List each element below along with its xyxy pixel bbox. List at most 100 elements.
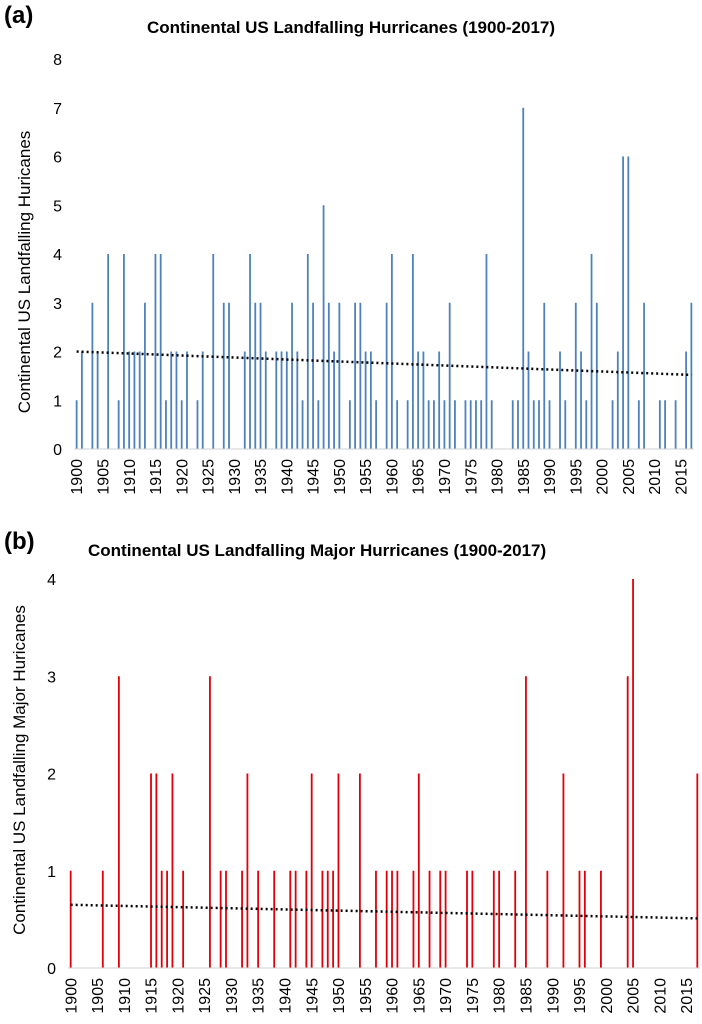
chart-b-bar-1975 bbox=[471, 870, 474, 968]
chart-b-bar-1983 bbox=[514, 870, 517, 968]
chart-a-bar-1916 bbox=[159, 254, 162, 449]
chart-b-bar-1989 bbox=[546, 870, 549, 968]
chart-b-bar-1960 bbox=[391, 870, 393, 968]
chart-a-xtick-label: 1970 bbox=[437, 459, 454, 495]
chart-b-bar-1961 bbox=[396, 870, 399, 968]
chart-a-bar-1961 bbox=[396, 400, 399, 449]
chart-b-xtick-label: 2010 bbox=[652, 978, 669, 1014]
chart-a-bar-1966 bbox=[422, 351, 425, 449]
chart-b-bar-1995 bbox=[578, 870, 581, 968]
chart-a-bar-1946 bbox=[317, 400, 320, 449]
chart-b-bar-1947 bbox=[321, 870, 324, 968]
chart-a-xtick-label: 1940 bbox=[279, 459, 296, 495]
chart-b-bar-1928 bbox=[219, 870, 222, 968]
chart-b-bar-1935 bbox=[257, 870, 260, 968]
chart-a-bar-1909 bbox=[123, 254, 125, 449]
chart-a-bar-1995 bbox=[574, 302, 577, 449]
chart-a-bar-1971 bbox=[448, 302, 451, 449]
chart-a-bar-1963 bbox=[406, 400, 409, 449]
chart-b-bar-1945 bbox=[310, 773, 313, 968]
chart-b-xtick-label: 1930 bbox=[224, 978, 241, 1014]
chart-a-bar-1949 bbox=[333, 351, 335, 449]
chart-a-bar-1964 bbox=[412, 254, 414, 449]
chart-b-ytick-label: 3 bbox=[47, 669, 56, 686]
chart-a-bar-1977 bbox=[480, 400, 483, 449]
chart-b-bar-1950 bbox=[337, 773, 340, 968]
chart-a-bar-1939 bbox=[280, 351, 283, 449]
chart-b-xtick-label: 1980 bbox=[492, 978, 509, 1014]
chart-b-bar-2017 bbox=[696, 773, 699, 968]
chart-b-bar-1932 bbox=[241, 870, 243, 968]
chart-a-bar-1904 bbox=[96, 351, 99, 449]
chart-a-ytick-label: 5 bbox=[53, 198, 62, 215]
chart-b-trendline bbox=[70, 903, 698, 920]
panel-b-label: (b) bbox=[4, 528, 35, 555]
chart-b-bar-1967 bbox=[428, 870, 431, 968]
chart-a-bar-1944 bbox=[306, 254, 309, 449]
chart-b-bar-1933 bbox=[246, 773, 249, 968]
chart-a-xtick-label: 1995 bbox=[568, 459, 585, 495]
chart-a-bar-1954 bbox=[359, 302, 362, 449]
chart-a-bar-1979 bbox=[490, 400, 493, 449]
chart-a-bar-1921 bbox=[186, 351, 188, 449]
chart-a-bar-1911 bbox=[133, 351, 136, 449]
chart-a-bar-1952 bbox=[348, 400, 351, 449]
chart-b-ytick-label: 4 bbox=[47, 572, 56, 589]
panel-a-label: (a) bbox=[4, 2, 34, 29]
chart-a-xtick-label: 1915 bbox=[148, 459, 165, 495]
chart-a-bar-1990 bbox=[548, 400, 551, 449]
chart-a-bar-1992 bbox=[559, 351, 561, 449]
chart-a-bar-1972 bbox=[454, 400, 456, 449]
chart-a-title: Continental US Landfalling Hurricanes (1… bbox=[146, 18, 556, 37]
chart-a-bar-2012 bbox=[664, 400, 666, 449]
chart-a-bar-1926 bbox=[212, 254, 215, 449]
chart-b-bar-1985 bbox=[525, 676, 527, 968]
chart-b-xtick-label: 1910 bbox=[117, 978, 134, 1014]
chart-a-bar-1984 bbox=[517, 400, 519, 449]
chart-b-bar-1921 bbox=[182, 870, 185, 968]
chart-a-xtick-label: 1990 bbox=[542, 459, 559, 495]
chart-a-xtick-label: 1985 bbox=[516, 459, 533, 495]
chart-a-bar-1915 bbox=[154, 254, 157, 449]
chart-a-bar-1975 bbox=[469, 400, 472, 449]
chart-a-bar-2002 bbox=[611, 400, 614, 449]
chart-b-xtick-label: 1925 bbox=[197, 978, 214, 1014]
chart-a-bar-1983 bbox=[511, 400, 514, 449]
chart-a-bar-2004 bbox=[622, 156, 624, 449]
chart-a-xtick-label: 1965 bbox=[411, 459, 428, 495]
chart-a-bar-1913 bbox=[144, 302, 146, 449]
chart-a-bar-1943 bbox=[301, 400, 304, 449]
chart-a-xtick-label: 1955 bbox=[358, 459, 375, 495]
chart-b-bar-1970 bbox=[444, 870, 447, 968]
chart-b-ytick-label: 2 bbox=[47, 767, 56, 784]
chart-b-xtick-label: 1985 bbox=[519, 978, 536, 1014]
chart-b-xtick-label: 2000 bbox=[599, 978, 616, 1014]
chart-b-xtick-label: 1955 bbox=[358, 978, 375, 1014]
chart-b-xtick-label: 1935 bbox=[251, 978, 268, 1014]
chart-b-ytick-label: 1 bbox=[47, 864, 56, 881]
chart-a-xtick-label: 1980 bbox=[490, 459, 507, 495]
chart-a-bar-1988 bbox=[538, 400, 540, 449]
chart-b: 0 1 2 3 4 1900 1905 1910 1915 1920 1925 1930 1935 194… bbox=[47, 572, 700, 1014]
chart-a-bar-1928 bbox=[222, 302, 225, 449]
chart-a-bar-1968 bbox=[433, 400, 435, 449]
chart-a-bar-1956 bbox=[369, 351, 372, 449]
chart-a-bar-1978 bbox=[485, 254, 488, 449]
chart-b-bar-1959 bbox=[385, 870, 388, 968]
chart-a-bar-1986 bbox=[527, 351, 530, 449]
chart-a-xtick-label: 1935 bbox=[253, 459, 270, 495]
chart-a-bar-1999 bbox=[595, 302, 598, 449]
chart-a-ytick-label: 6 bbox=[53, 150, 62, 167]
chart-a-bar-1900 bbox=[75, 400, 78, 449]
chart-b-xtick-label: 2005 bbox=[626, 978, 643, 1014]
chart-b-bar-1992 bbox=[562, 773, 565, 968]
chart-b-bar-1954 bbox=[359, 773, 361, 968]
chart-a-bar-1936 bbox=[264, 351, 267, 449]
chart-b-bar-1915 bbox=[150, 773, 152, 968]
chart-b-xtick-label: 2015 bbox=[679, 978, 696, 1014]
chart-b-bar-1949 bbox=[332, 870, 335, 968]
chart-b-bar-1957 bbox=[375, 870, 377, 968]
chart-b-bar-1979 bbox=[492, 870, 495, 968]
chart-a-xtick-label: 1910 bbox=[122, 459, 139, 495]
chart-b-bar-1942 bbox=[294, 870, 297, 968]
